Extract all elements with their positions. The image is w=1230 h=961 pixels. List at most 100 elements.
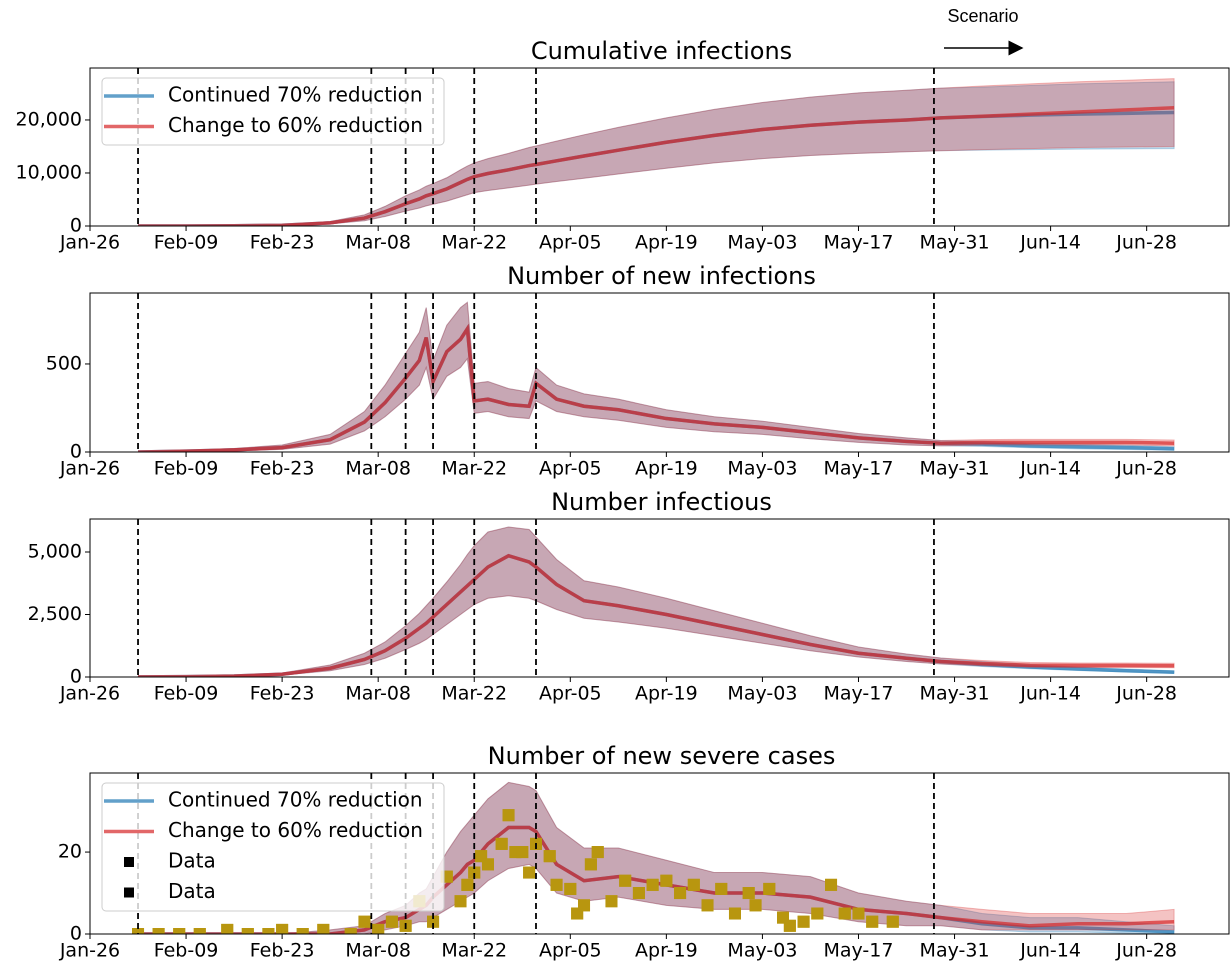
plot-area <box>138 78 1175 226</box>
data-point <box>523 866 536 879</box>
data-point <box>632 887 645 900</box>
x-tick-label: Apr-19 <box>635 940 698 961</box>
axes-frame <box>89 292 1230 453</box>
data-point <box>687 878 700 891</box>
data-point <box>564 882 577 895</box>
data-point <box>543 850 556 863</box>
x-tick-label: Mar-08 <box>345 458 411 480</box>
x-tick-label: Mar-08 <box>345 683 411 705</box>
legend-marker <box>124 887 134 898</box>
x-tick-label: Feb-23 <box>250 458 315 480</box>
data-point <box>358 915 371 928</box>
data-point <box>715 882 728 895</box>
uncertainty-band <box>138 301 1175 452</box>
data-point <box>502 809 515 822</box>
x-tick-label: May-17 <box>823 940 893 961</box>
x-tick-label: Feb-09 <box>154 458 219 480</box>
x-tick-label: May-31 <box>920 940 990 961</box>
panel-title: Number infectious <box>551 488 772 516</box>
y-tick-label: 10,000 <box>16 161 82 183</box>
uncertainty-band <box>138 781 1175 934</box>
uncertainty-band <box>138 301 1175 452</box>
plot-area <box>137 301 1175 452</box>
legend: Continued 70% reduction Change to 60% red… <box>101 77 445 146</box>
x-tick-label: May-03 <box>727 458 797 480</box>
y-tick-label: 0 <box>70 215 82 237</box>
data-point <box>619 874 632 887</box>
series-line <box>138 106 1175 226</box>
x-tick-label: Jun-14 <box>1019 458 1081 480</box>
legend-box <box>101 77 445 146</box>
uncertainty-band <box>138 78 1175 226</box>
legend-box <box>101 782 445 912</box>
data-point <box>701 899 714 912</box>
x-tick-label: May-31 <box>920 458 990 480</box>
panel: Number infectious 0 2,500 5,000 Jan-26 Feb-09… <box>28 488 1230 705</box>
data-point <box>344 928 357 934</box>
data-point <box>385 915 398 928</box>
x-tick-label: Jun-14 <box>1019 940 1081 961</box>
y-tick-label: 500 <box>46 352 82 374</box>
x-tick-label: Jun-14 <box>1019 232 1081 254</box>
axes-frame <box>89 518 1230 678</box>
data-point <box>811 907 824 920</box>
panel-title: Number of new severe cases <box>488 742 836 770</box>
x-tick-label: Mar-08 <box>345 232 411 254</box>
y-tick-label: 5,000 <box>28 541 82 563</box>
data-point <box>852 907 865 920</box>
plot-area <box>137 526 1175 677</box>
y-tick-label: 20,000 <box>16 108 82 130</box>
panel-title: Number of new infections <box>507 262 816 290</box>
x-tick-label: Mar-22 <box>441 458 507 480</box>
x-tick-label: Feb-09 <box>154 940 219 961</box>
x-tick-label: Feb-23 <box>250 940 315 961</box>
data-point <box>173 928 186 934</box>
data-point <box>749 899 762 912</box>
x-tick-label: Mar-22 <box>441 232 507 254</box>
data-point <box>605 895 618 908</box>
data-point <box>825 878 838 891</box>
panel: Cumulative infections 0 10,000 20,000 Jan-26… <box>16 37 1230 254</box>
legend-label: Data <box>168 849 216 873</box>
y-tick-label: 0 <box>70 666 82 688</box>
data-point <box>591 846 604 859</box>
legend-label: Change to 60% reduction <box>168 818 423 842</box>
panel: Number of new infections 0 500 Jan-26 Feb-09… <box>46 262 1230 480</box>
data-point <box>674 887 687 900</box>
x-tick-label: May-17 <box>823 458 893 480</box>
x-tick-label: May-03 <box>727 683 797 705</box>
x-tick-label: Apr-05 <box>539 940 602 961</box>
legend-label: Continued 70% reduction <box>168 83 423 107</box>
x-tick-label: Feb-23 <box>250 232 315 254</box>
data-point <box>317 923 330 934</box>
panel-title: Cumulative infections <box>531 37 792 65</box>
series-line <box>137 323 1175 452</box>
x-tick-label: May-17 <box>823 683 893 705</box>
axes-frame <box>89 67 1230 227</box>
uncertainty-band <box>137 526 1175 677</box>
x-tick-label: May-03 <box>727 232 797 254</box>
x-tick-label: Apr-19 <box>635 683 698 705</box>
data-point <box>296 928 309 934</box>
data-point <box>646 878 659 891</box>
x-tick-label: Jan-26 <box>59 232 120 254</box>
scenario-annotation: Scenario <box>947 6 1018 26</box>
legend-label: Continued 70% reduction <box>168 788 423 812</box>
uncertainty-band <box>138 781 1175 934</box>
y-tick-label: 20 <box>58 841 82 863</box>
x-tick-label: Feb-09 <box>154 683 219 705</box>
data-point <box>495 837 508 850</box>
data-point <box>262 928 275 934</box>
plot-area <box>132 781 1175 934</box>
legend: Continued 70% reduction Change to 60% red… <box>101 782 445 912</box>
panel: Number of new severe cases 0 20 Jan-26 Feb-0… <box>58 742 1230 961</box>
data-point <box>461 878 474 891</box>
data-point <box>454 895 467 908</box>
axes-frame <box>89 772 1230 935</box>
data-point <box>742 887 755 900</box>
data-point <box>728 907 741 920</box>
data-point <box>516 846 529 859</box>
x-tick-label: Jun-28 <box>1115 232 1177 254</box>
data-point <box>866 915 879 928</box>
